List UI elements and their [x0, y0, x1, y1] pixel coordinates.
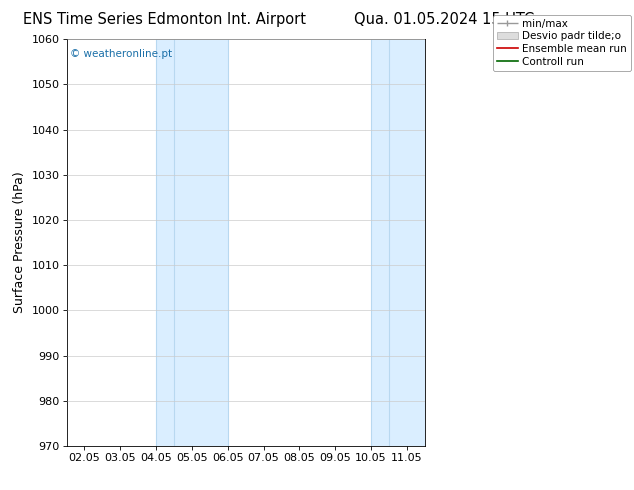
Y-axis label: Surface Pressure (hPa): Surface Pressure (hPa): [13, 172, 26, 314]
Text: Qua. 01.05.2024 15 UTC: Qua. 01.05.2024 15 UTC: [354, 12, 534, 27]
Text: ENS Time Series Edmonton Int. Airport: ENS Time Series Edmonton Int. Airport: [23, 12, 306, 27]
Bar: [156, 39, 174, 446]
Text: © weatheronline.pt: © weatheronline.pt: [70, 49, 172, 59]
Bar: [389, 39, 425, 446]
Bar: [174, 39, 228, 446]
Bar: [371, 39, 389, 446]
Legend: min/max, Desvio padr tilde;o, Ensemble mean run, Controll run: min/max, Desvio padr tilde;o, Ensemble m…: [493, 15, 631, 71]
